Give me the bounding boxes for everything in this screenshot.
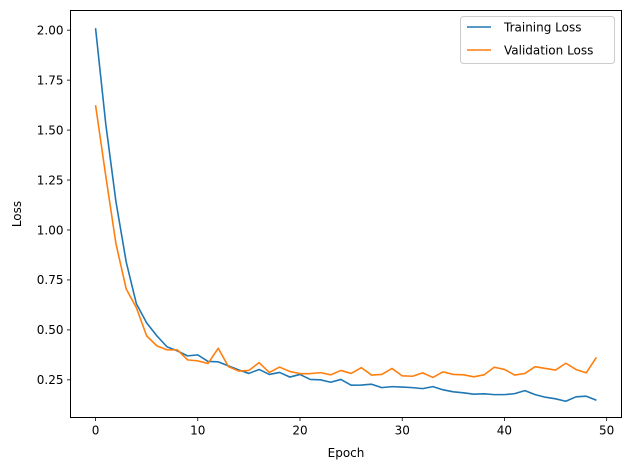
x-tick-label: 20 (292, 424, 307, 438)
axes-frame (70, 10, 622, 418)
x-tick-label: 40 (497, 424, 512, 438)
y-axis: 0.25 0.50 0.75 1.00 1.25 1.50 1.75 2.00 (37, 23, 71, 387)
series-layer (94, 28, 598, 403)
x-axis-label: Epoch (328, 446, 365, 460)
y-axis-label: Loss (10, 201, 24, 227)
y-tick-label: 0.50 (37, 323, 64, 337)
series-line-validation-loss (94, 104, 598, 379)
y-tick-label: 2.00 (37, 23, 64, 37)
legend-label-training-loss: Training Loss (503, 21, 581, 35)
x-axis: 0 10 20 30 40 50 (92, 417, 614, 438)
x-tick-label: 30 (395, 424, 410, 438)
y-tick-label: 1.25 (37, 173, 64, 187)
x-tick-label: 0 (92, 424, 100, 438)
y-tick-label: 1.00 (37, 223, 64, 237)
y-tick-label: 1.50 (37, 123, 64, 137)
x-tick-label: 10 (190, 424, 205, 438)
legend: Training Loss Validation Loss (460, 16, 615, 64)
legend-label-validation-loss: Validation Loss (504, 44, 593, 58)
legend-box (460, 16, 615, 64)
y-tick-label: 0.75 (37, 273, 64, 287)
x-tick-label: 50 (599, 424, 614, 438)
y-tick-label: 0.25 (37, 373, 64, 387)
y-tick-label: 1.75 (37, 73, 64, 87)
